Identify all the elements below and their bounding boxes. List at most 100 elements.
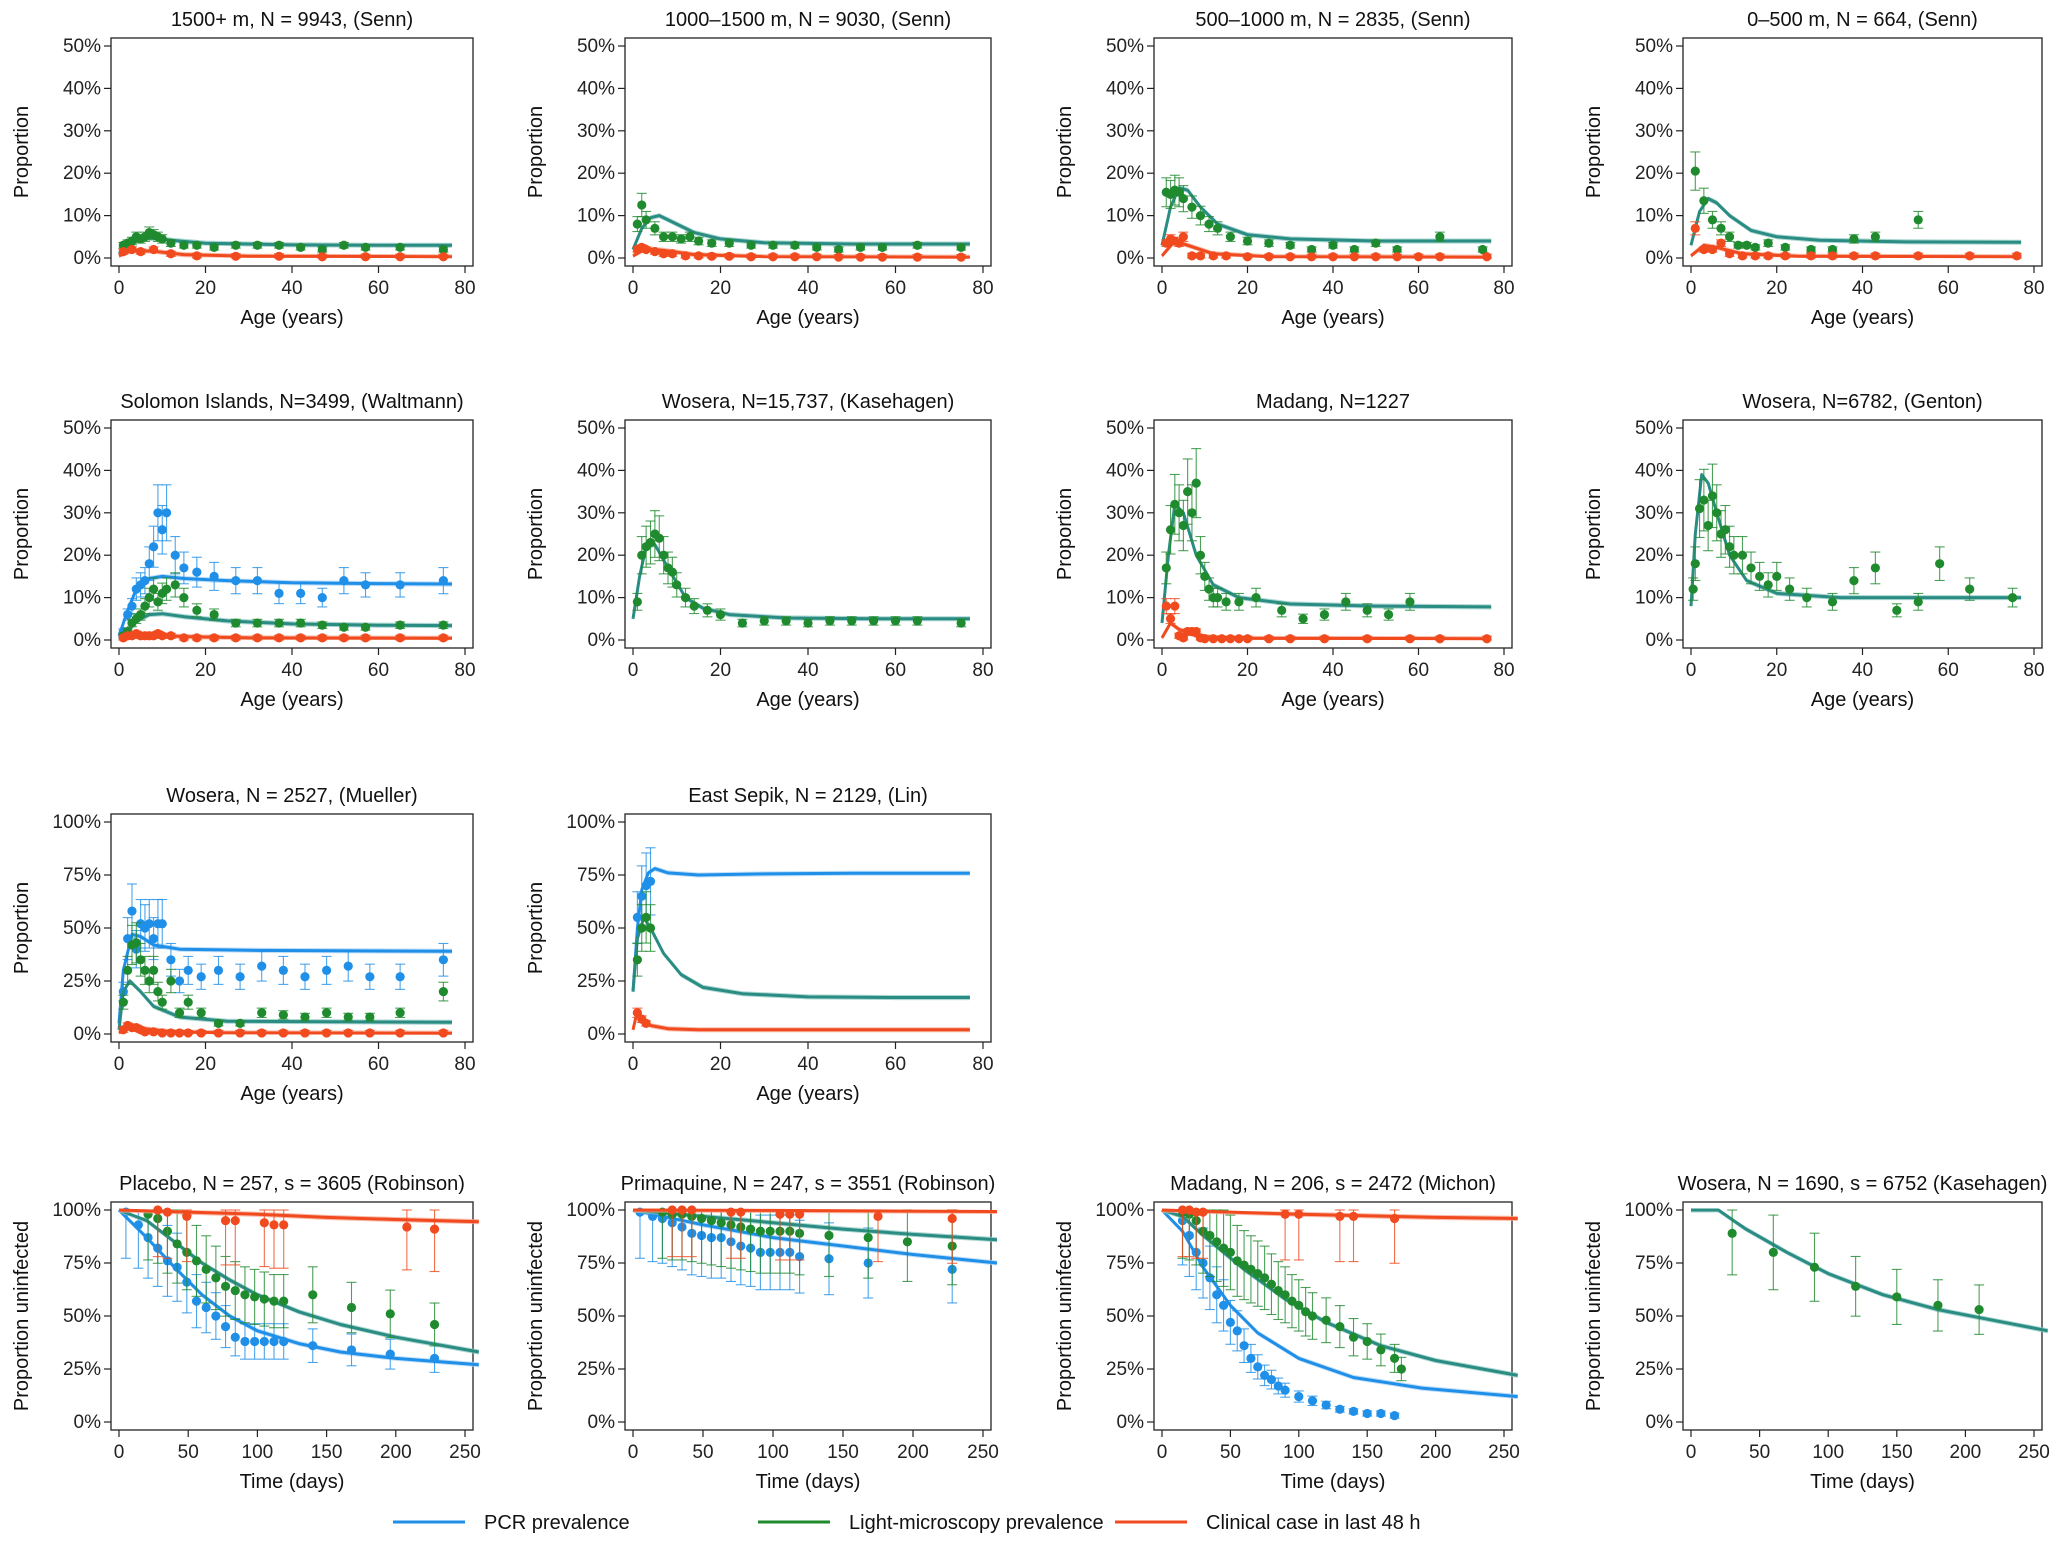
y-tick-label: 50% — [63, 36, 101, 57]
x-tick-label: 100 — [1283, 1442, 1315, 1463]
data-point — [1319, 609, 1330, 620]
data-point — [795, 1209, 805, 1219]
y-tick-label: 25% — [577, 1359, 615, 1380]
data-point — [650, 247, 660, 257]
data-point — [687, 1205, 697, 1215]
y-axis-label: Proportion — [1583, 488, 1605, 580]
data-point — [395, 620, 405, 630]
y-axis-label: Proportion uninfected — [1583, 1221, 1605, 1411]
data-point — [1870, 563, 1880, 573]
data-point — [637, 923, 647, 933]
chart-panel: Wosera, N=6782, (Genton) 0% 10% 20% 30% 40% 50… — [1583, 391, 2045, 711]
x-tick-label: 60 — [1938, 660, 1959, 681]
data-point — [1849, 234, 1859, 244]
data-point — [1218, 1243, 1229, 1253]
data-point — [637, 550, 647, 560]
data-point — [1405, 597, 1415, 607]
data-point — [339, 576, 349, 586]
y-tick-label: 0% — [1117, 1412, 1145, 1433]
data-point — [947, 1213, 957, 1224]
y-tick-label: 0% — [1646, 1412, 1674, 1433]
panel-title: 1000–1500 m, N = 9030, (Senn) — [665, 9, 951, 31]
data-point — [1246, 1353, 1256, 1363]
series-pcr-prevalence — [632, 1207, 998, 1304]
data-point — [429, 1319, 440, 1330]
x-tick-label: 50 — [692, 1442, 713, 1463]
plot-frame — [1682, 419, 2043, 649]
data-point — [385, 1349, 395, 1359]
data-point — [1232, 1256, 1242, 1266]
y-tick-label: 0% — [74, 630, 102, 651]
data-point — [174, 976, 185, 986]
data-point — [118, 247, 128, 257]
data-point — [1348, 1332, 1359, 1342]
x-tick-label: 100 — [1812, 1442, 1844, 1463]
data-point — [1724, 249, 1735, 259]
data-point — [1763, 580, 1773, 590]
data-point — [1165, 614, 1176, 624]
x-tick-label: 80 — [2023, 660, 2044, 681]
y-tick-label: 100% — [52, 1200, 101, 1221]
data-point — [1699, 244, 1709, 255]
data-point — [1251, 593, 1261, 603]
panel-title: East Sepik, N = 2129, (Lin) — [688, 785, 928, 807]
data-point — [161, 584, 172, 594]
data-point — [438, 987, 448, 997]
y-axis-label: Proportion uninfected — [11, 1221, 33, 1411]
data-point — [209, 609, 219, 620]
data-point — [170, 550, 180, 560]
data-point — [346, 1302, 357, 1313]
y-axis-label: Proportion — [1054, 488, 1076, 580]
data-point — [2007, 593, 2018, 603]
data-point — [220, 1322, 231, 1332]
x-axis-label: Age (years) — [1811, 307, 1914, 329]
data-point — [296, 633, 306, 643]
data-point — [702, 605, 712, 615]
data-point — [274, 251, 284, 261]
data-point — [659, 232, 669, 242]
data-point — [1307, 1396, 1318, 1406]
x-tick-label: 80 — [972, 660, 993, 681]
data-point — [667, 249, 677, 259]
chart-panel: Primaquine, N = 247, s = 3551 (Robinson)… — [525, 1173, 999, 1493]
x-tick-label: 200 — [1950, 1442, 1982, 1463]
data-point — [1242, 252, 1253, 262]
plot-frame — [110, 37, 474, 267]
data-point — [153, 1205, 163, 1215]
data-point — [1809, 1262, 1820, 1272]
data-point — [724, 251, 734, 261]
x-tick-label: 20 — [1766, 660, 1787, 681]
data-point — [231, 618, 241, 628]
data-point — [296, 618, 306, 628]
data-point — [1200, 634, 1210, 644]
x-axis-label: Age (years) — [1811, 689, 1914, 711]
chart-panel: Madang, N=1227 0% 10% 20% 30% 40% 50% 0 20 40 60 80… — [1054, 391, 1515, 711]
data-point — [196, 1008, 206, 1018]
x-tick-label: 0 — [628, 1054, 639, 1075]
y-tick-label: 0% — [1646, 630, 1674, 651]
data-point — [873, 1211, 883, 1221]
data-point — [144, 559, 154, 569]
data-point — [902, 1237, 913, 1247]
series-light-microscopy-prevalence — [118, 1208, 480, 1355]
y-tick-label: 0% — [74, 1024, 102, 1045]
data-point — [209, 571, 219, 582]
y-tick-label: 0% — [588, 630, 616, 651]
series-pcr-prevalence — [117, 1207, 479, 1373]
data-point — [259, 1336, 269, 1347]
y-tick-label: 10% — [1635, 206, 1673, 227]
y-tick-label: 50% — [1635, 418, 1673, 439]
data-point — [1851, 1281, 1861, 1291]
y-tick-label: 40% — [577, 78, 615, 99]
data-point — [136, 247, 146, 257]
data-point — [395, 242, 405, 252]
data-point — [174, 1028, 185, 1038]
data-point — [645, 876, 656, 886]
data-point — [667, 232, 677, 242]
data-point — [140, 601, 150, 611]
data-point — [1690, 559, 1700, 569]
x-tick-label: 20 — [195, 660, 216, 681]
x-tick-label: 250 — [2018, 1442, 2050, 1463]
series-light-microscopy-prevalence — [631, 510, 970, 628]
y-tick-label: 100% — [52, 812, 101, 833]
